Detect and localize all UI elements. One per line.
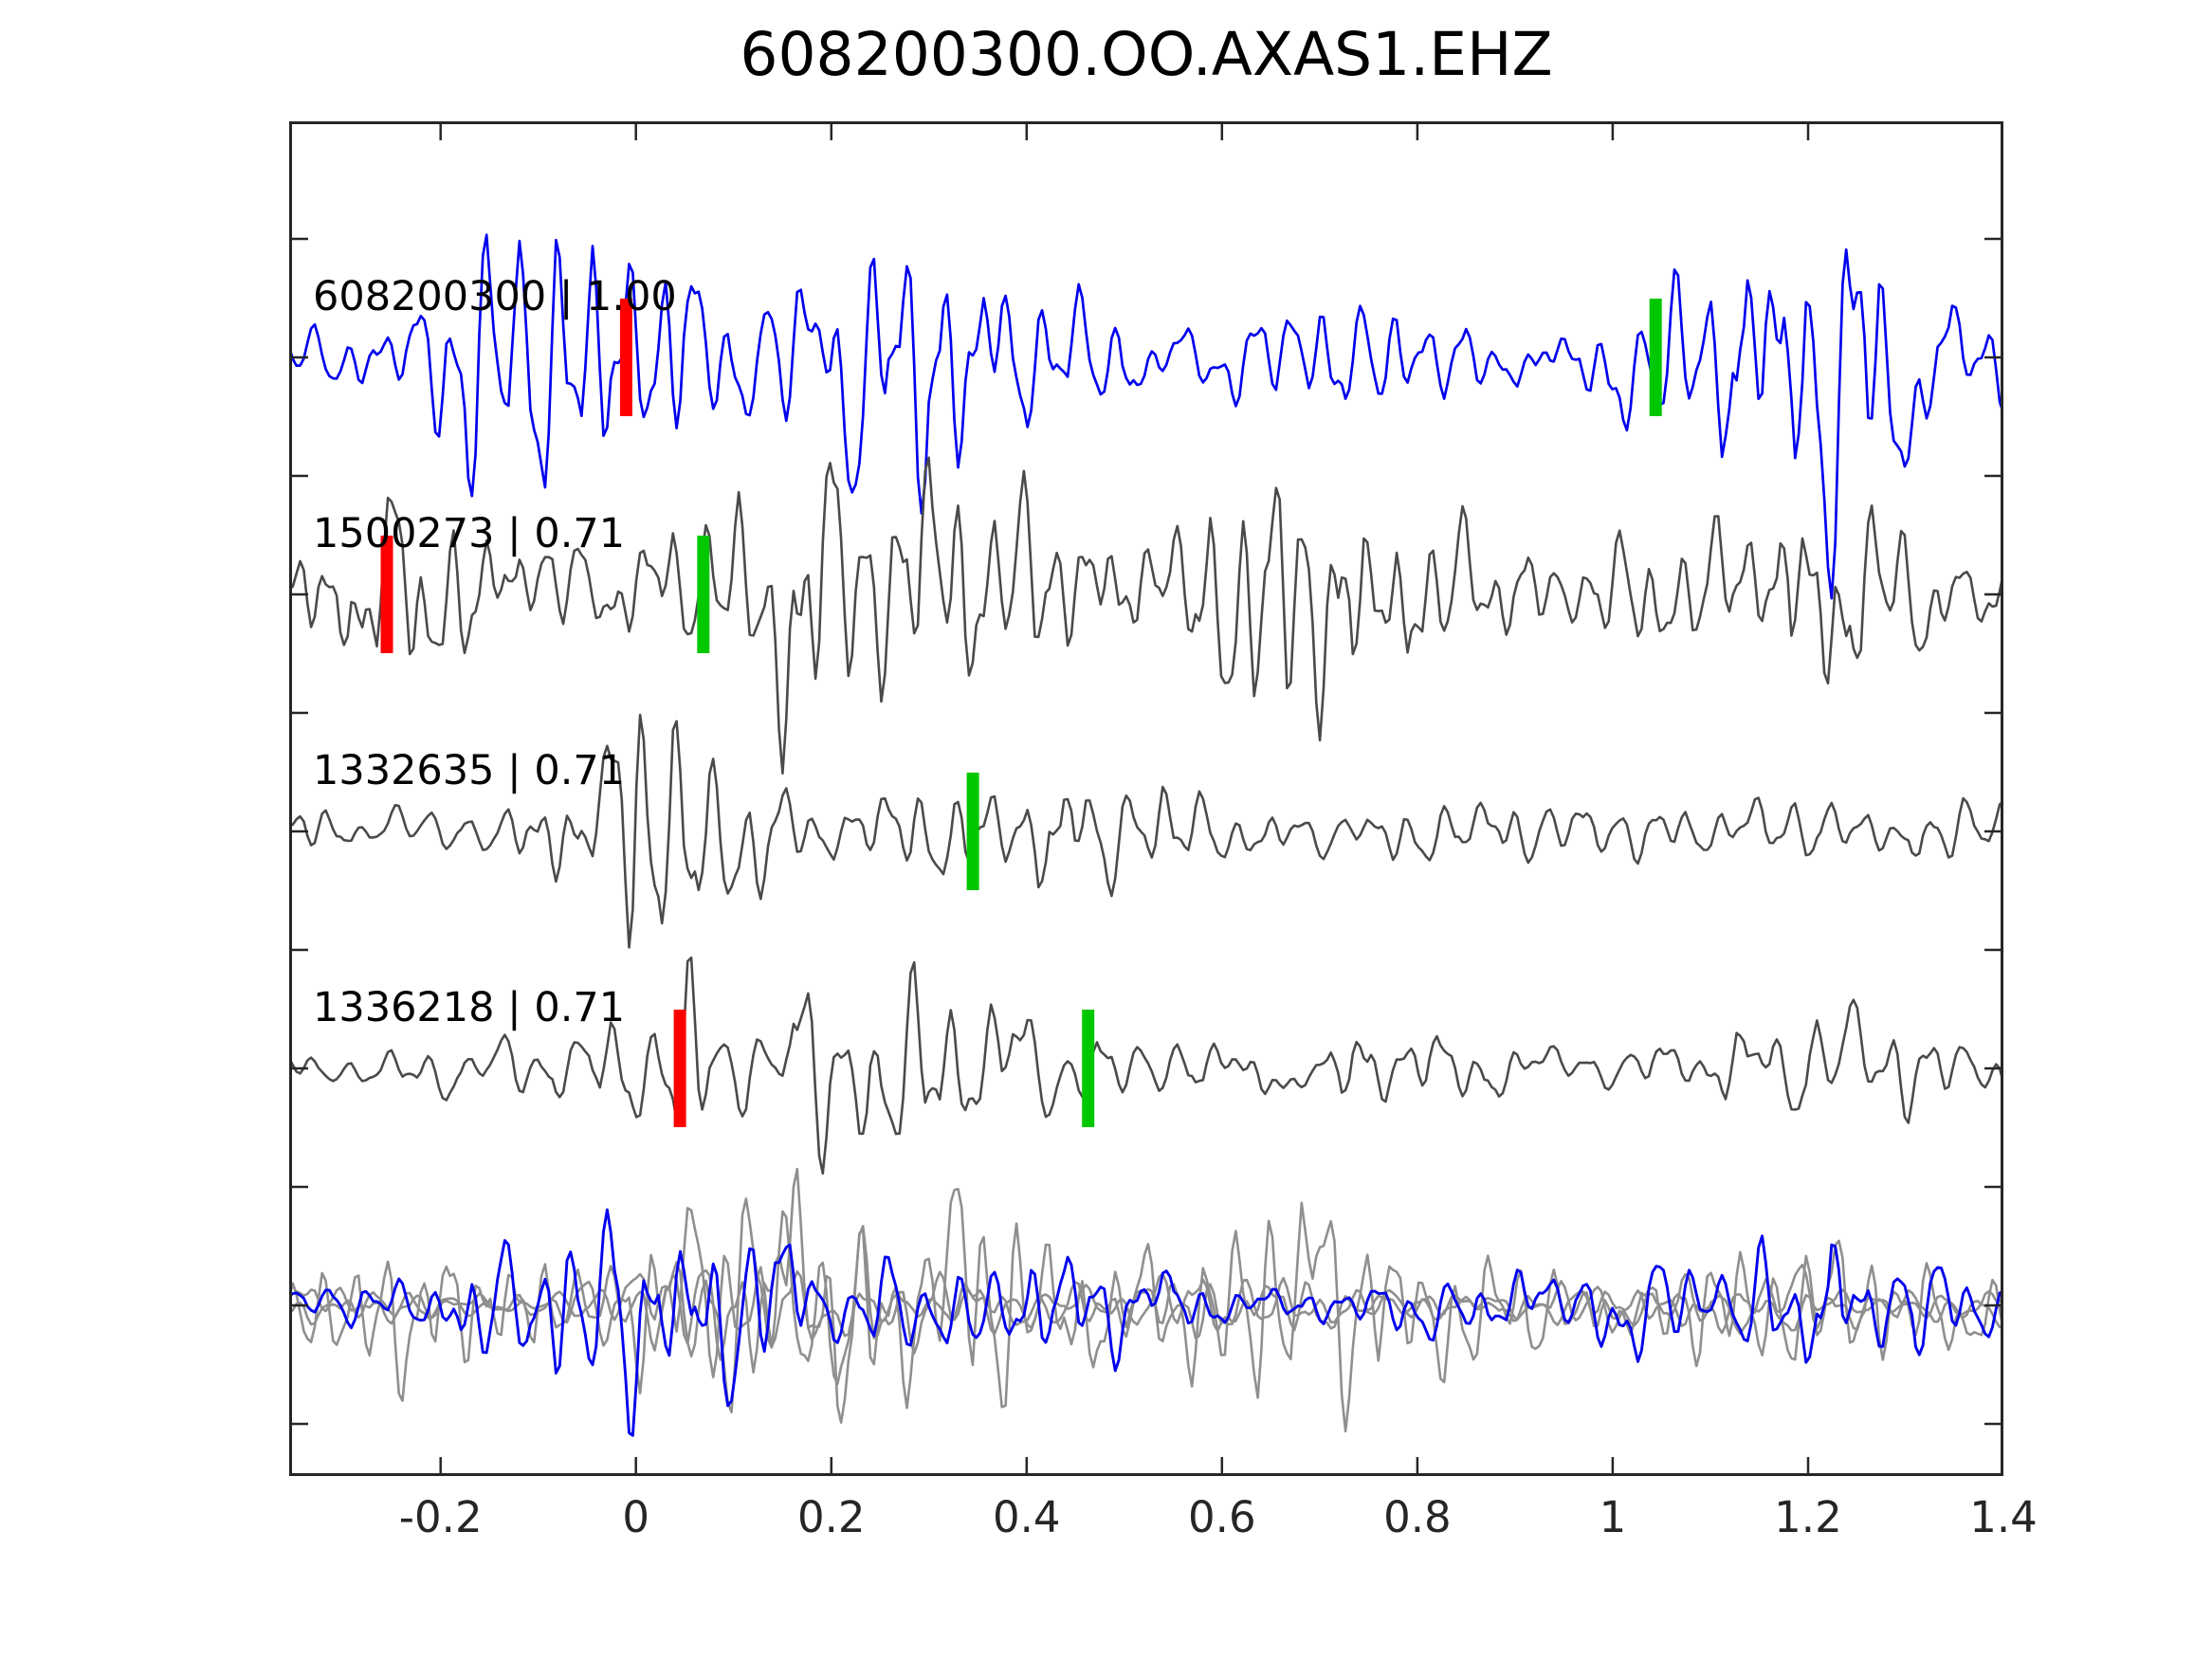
x-tick-label-2: 0.2	[796, 1492, 866, 1542]
pick-marker-green-1332635	[966, 773, 979, 890]
x-tick-label-1: 0	[622, 1492, 650, 1542]
trace-label-1500273: 1500273 | 0.71	[313, 510, 626, 557]
pick-marker-green-1500273	[697, 536, 710, 653]
figure-title: 608200300.OO.AXAS1.EHZ	[740, 20, 1553, 89]
pick-marker-red-608200300	[619, 299, 632, 416]
overlay-waveform-1336218	[289, 1197, 2003, 1413]
pick-marker-red-1500273	[380, 536, 393, 653]
trace-label-608200300: 608200300 | 1.00	[313, 273, 677, 320]
overlay-waveform-608200300	[289, 1208, 2003, 1437]
pick-marker-green-608200300	[1649, 299, 1662, 416]
waveforms	[289, 233, 2003, 1437]
waveform-608200300	[289, 233, 2003, 600]
trace-label-1332635: 1332635 | 0.71	[313, 747, 626, 794]
x-tick-label-7: 1.2	[1774, 1492, 1842, 1542]
x-tick-label-5: 0.8	[1383, 1492, 1452, 1542]
waveform-1500273	[289, 456, 2003, 775]
plot-area: 608200300 | 1.00 1500273 | 0.71 1332635 …	[289, 121, 2003, 1476]
x-tick-label-6: 1	[1599, 1492, 1627, 1542]
trace-label-1336218: 1336218 | 0.71	[313, 984, 626, 1031]
pick-marker-green-1336218	[1082, 1010, 1095, 1127]
axes	[289, 121, 2003, 1476]
x-tick-label-8: 1.4	[1969, 1492, 2038, 1542]
waveform-1332635	[289, 713, 2003, 949]
overlay-waveform-1332635	[289, 1207, 2003, 1395]
pick-marker-red-1336218	[673, 1010, 686, 1127]
waveform-1336218	[289, 956, 2003, 1176]
pick-markers	[380, 299, 1662, 1127]
x-tick-label-3: 0.4	[993, 1492, 1061, 1542]
x-tick-label-0: -0.2	[398, 1492, 483, 1542]
plot-border	[289, 121, 2003, 1476]
plot-canvas	[289, 121, 2003, 1476]
x-tick-label-4: 0.6	[1188, 1492, 1256, 1542]
